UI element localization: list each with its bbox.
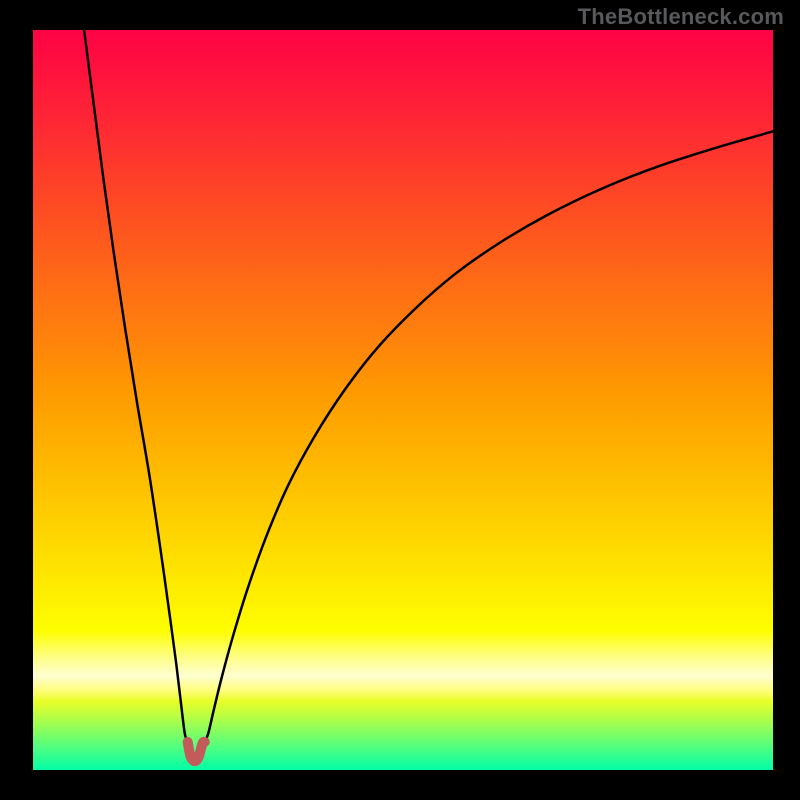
gradient-background: [33, 30, 773, 770]
chart-frame: TheBottleneck.com: [0, 0, 800, 800]
attribution-text: TheBottleneck.com: [578, 4, 784, 30]
bottleneck-chart: [33, 30, 773, 770]
